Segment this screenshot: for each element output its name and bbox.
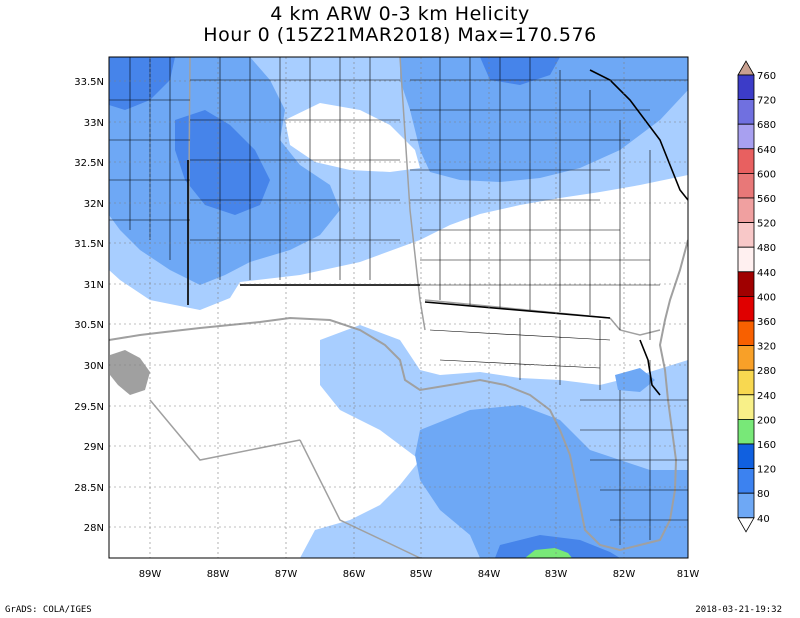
lat-label: 31.5N — [74, 239, 104, 250]
colorbar-swatch — [737, 148, 755, 174]
lon-label: 86W — [343, 569, 366, 580]
lon-label: 89W — [139, 569, 162, 580]
lat-label: 32N — [84, 199, 104, 210]
footer-credit: GrADS: COLA/IGES — [5, 605, 92, 615]
map-frame — [108, 56, 689, 559]
colorbar-label: 200 — [757, 415, 776, 426]
colorbar-label: 40 — [757, 514, 770, 525]
lat-label: 28.5N — [74, 483, 104, 494]
colorbar-swatch — [737, 443, 755, 470]
lon-axis-labels: 89W 88W 87W 86W 85W 84W 83W 82W 81W — [139, 569, 700, 580]
lon-label: 84W — [478, 569, 501, 580]
helicity-band-120-gulf — [495, 535, 620, 558]
colorbar-label: 440 — [757, 268, 776, 279]
lon-label: 85W — [410, 569, 433, 580]
colorbar-swatch — [737, 222, 755, 248]
helicity-band-80-northeast — [400, 57, 688, 182]
colorbar-swatch — [737, 271, 755, 297]
colorbar-swatch — [737, 295, 755, 322]
colorbar-label: 80 — [757, 489, 770, 500]
colorbar-label: 520 — [757, 219, 776, 230]
colorbar-label: 160 — [757, 440, 776, 451]
lon-label: 83W — [545, 569, 568, 580]
helicity-band-120-nw — [109, 57, 175, 110]
footer-timestamp: 2018-03-21-19:32 — [695, 605, 782, 615]
county-borders — [109, 57, 688, 545]
lon-label: 82W — [613, 569, 636, 580]
colorbar-label: 600 — [757, 169, 776, 180]
lat-label: 32.5N — [74, 158, 104, 169]
lat-label: 30N — [84, 361, 104, 372]
state-borders-bold — [187, 69, 688, 396]
colorbar-label: 240 — [757, 391, 776, 402]
lat-label: 31N — [84, 280, 104, 291]
colorbar: 760 720 680 640 600 560 520 480 440 400 360 320 280 2… — [737, 60, 776, 533]
lon-label: 87W — [275, 569, 298, 580]
colorbar-label: 120 — [757, 465, 776, 476]
colorbar-swatch — [737, 320, 755, 347]
lat-label: 29.5N — [74, 402, 104, 413]
colorbar-swatch — [737, 99, 755, 125]
colorbar-bottom-arrow — [737, 517, 755, 533]
colorbar-swatch — [737, 394, 755, 420]
lat-label: 30.5N — [74, 320, 104, 331]
colorbar-swatch — [737, 246, 755, 273]
colorbar-label: 640 — [757, 145, 776, 156]
chart-title: 4 km ARW 0-3 km Helicity — [270, 3, 530, 25]
colorbar-label: 320 — [757, 342, 776, 353]
helicity-fill-layer — [109, 57, 688, 558]
colorbar-top-arrow — [737, 60, 755, 76]
lat-label: 33N — [84, 118, 104, 129]
colorbar-swatch — [737, 492, 755, 519]
helicity-band-80-east — [615, 368, 655, 392]
colorbar-swatch — [737, 418, 755, 445]
graticule — [109, 57, 688, 558]
lat-axis-labels: 33.5N 33N 32.5N 32N 31.5N 31N 30.5N 30N … — [74, 77, 104, 534]
lat-label: 29N — [84, 442, 104, 453]
helicity-band-160-gulf — [525, 548, 572, 558]
colorbar-label: 360 — [757, 317, 776, 328]
louisiana-delta — [110, 350, 150, 395]
colorbar-label: 560 — [757, 194, 776, 205]
colorbar-label: 480 — [757, 243, 776, 254]
colorbar-swatch — [737, 123, 755, 150]
colorbar-swatch — [737, 369, 755, 396]
colorbar-swatch — [737, 74, 755, 101]
colorbar-label: 280 — [757, 366, 776, 377]
colorbar-label: 680 — [757, 120, 776, 131]
colorbar-label: 720 — [757, 96, 776, 107]
lon-label: 81W — [677, 569, 700, 580]
colorbar-label: 760 — [757, 71, 776, 82]
colorbar-swatch — [737, 197, 755, 224]
lon-label: 88W — [207, 569, 230, 580]
colorbar-swatch — [737, 345, 755, 371]
gulf-coastline — [109, 239, 688, 552]
helicity-band-120-core — [175, 110, 270, 215]
colorbar-swatch — [737, 468, 755, 494]
colorbar-swatch — [737, 172, 755, 199]
lat-label: 33.5N — [74, 77, 104, 88]
lat-label: 28N — [84, 523, 104, 534]
colorbar-label: 400 — [757, 292, 776, 303]
chart-subtitle: Hour 0 (15Z21MAR2018) Max=170.576 — [203, 24, 597, 46]
